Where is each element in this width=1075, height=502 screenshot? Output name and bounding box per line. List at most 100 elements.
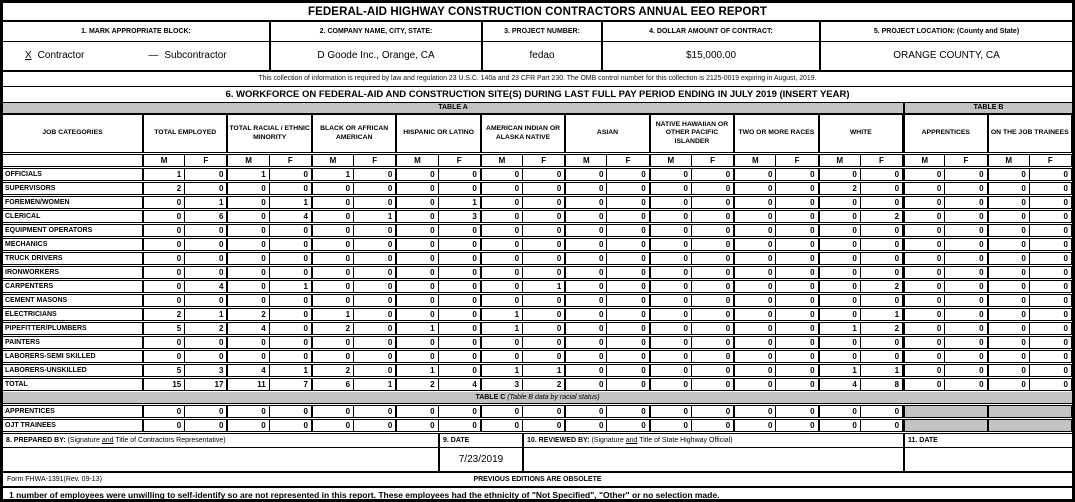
employee-count-cell: 0 <box>227 350 270 363</box>
employee-count-cell: 0 <box>227 196 270 209</box>
employee-count-cell: 0 <box>987 280 1030 293</box>
employee-count-cell: 0 <box>227 252 270 265</box>
employee-count-cell: 0 <box>143 405 186 418</box>
employee-count-cell: 0 <box>945 182 988 195</box>
employee-count-cell: 0 <box>396 350 439 363</box>
employee-count-cell: 0 <box>691 224 735 237</box>
employee-count-cell: 0 <box>438 405 481 418</box>
signature-value-row: 7/23/2019 <box>3 448 1072 473</box>
mf-header-cell: F <box>354 154 397 167</box>
employee-count-cell: 0 <box>987 350 1030 363</box>
employee-count-cell: 3 <box>480 378 524 391</box>
employee-count-cell: 1 <box>227 168 270 181</box>
employee-count-cell: 0 <box>311 350 355 363</box>
table-c-row: APPRENTICES 0 0 0 0 0 0 0 0 0 0 0 0 0 0 0 0 0 0 <box>3 405 1072 418</box>
employee-count-cell: 0 <box>734 308 777 321</box>
employee-count-cell: 0 <box>734 238 777 251</box>
column-group-header: TWO OR MORE RACES <box>734 114 819 153</box>
employee-count-cell: 0 <box>649 224 692 237</box>
employee-count-cell: 0 <box>565 196 608 209</box>
employee-count-cell: 0 <box>903 182 946 195</box>
mf-header-cell: M <box>649 154 692 167</box>
employee-count-cell: 1 <box>269 280 312 293</box>
mf-header-cell: M <box>987 154 1030 167</box>
employee-count-cell: 0 <box>945 364 988 377</box>
employee-count-cell: 0 <box>354 350 397 363</box>
job-category-label: IRONWORKERS <box>3 266 143 279</box>
employee-count-cell: 0 <box>269 266 312 279</box>
table-c-sublabel: (Table B data by racial status) <box>505 394 600 401</box>
employee-count-cell: 0 <box>1029 294 1072 307</box>
employee-count-cell: 0 <box>691 336 735 349</box>
table-row: MECHANICS 0 0 0 0 0 0 0 0 0 0 0 0 0 0 0 0 0 0 0 0 0 0 <box>3 238 1072 251</box>
employee-count-cell: 0 <box>396 210 439 223</box>
employee-count-cell: 0 <box>438 364 481 377</box>
job-categories-header: JOB CATEGORIES <box>3 114 143 153</box>
employee-count-cell: 0 <box>607 419 650 432</box>
employee-count-cell: 0 <box>734 168 777 181</box>
job-category-label: TOTAL <box>3 378 143 391</box>
employee-count-cell: 0 <box>438 350 481 363</box>
column-group-header: ON THE JOB TRAINEES <box>987 114 1072 153</box>
employee-count-cell: 0 <box>903 294 946 307</box>
employee-count-cell: 0 <box>227 336 270 349</box>
employee-count-cell: 0 <box>734 294 777 307</box>
employee-count-cell: 0 <box>565 168 608 181</box>
employee-count-cell: 0 <box>354 266 397 279</box>
employee-count-cell: 0 <box>649 280 692 293</box>
employee-count-cell: 4 <box>438 378 481 391</box>
field2-label: 2. COMPANY NAME, CITY, STATE: <box>271 22 483 41</box>
employee-count-cell: 0 <box>649 196 692 209</box>
employee-count-cell: 0 <box>311 336 355 349</box>
employee-count-cell: 0 <box>1029 238 1072 251</box>
employee-count-cell: 0 <box>143 294 186 307</box>
employee-count-cell: 1 <box>396 322 439 335</box>
employee-count-cell: 8 <box>860 378 904 391</box>
employee-count-cell: 0 <box>438 252 481 265</box>
employee-count-cell: 0 <box>565 364 608 377</box>
header-label-row: 1. MARK APPROPRIATE BLOCK: 2. COMPANY NA… <box>3 22 1072 42</box>
employee-count-cell: 0 <box>1029 378 1072 391</box>
prepared-by-signature-field <box>3 448 440 471</box>
employee-count-cell: 0 <box>607 350 650 363</box>
employee-count-cell: 0 <box>354 419 397 432</box>
employee-count-cell: 0 <box>227 224 270 237</box>
employee-count-cell: 0 <box>691 308 735 321</box>
employee-count-cell: 0 <box>227 419 270 432</box>
employee-count-cell: 0 <box>818 238 861 251</box>
subcontractor-checkbox-mark: — <box>148 50 159 61</box>
employee-count-cell: 0 <box>565 336 608 349</box>
employee-count-cell: 0 <box>776 266 819 279</box>
employee-count-cell: 0 <box>987 266 1030 279</box>
column-group-header: WHITE <box>818 114 904 153</box>
column-group-header: NATIVE HAWAIIAN OR OTHER PACIFIC ISLANDE… <box>649 114 735 153</box>
employee-count-cell: 0 <box>649 364 692 377</box>
employee-count-cell: 0 <box>143 196 186 209</box>
shaded-cell <box>987 405 1072 418</box>
employee-count-cell: 0 <box>860 336 904 349</box>
employee-count-cell: 0 <box>523 224 566 237</box>
employee-count-cell: 0 <box>354 168 397 181</box>
employee-count-cell: 0 <box>438 238 481 251</box>
employee-count-cell: 0 <box>480 266 524 279</box>
shaded-cell <box>987 419 1072 432</box>
employee-count-cell: 0 <box>311 266 355 279</box>
table-c-data-rows: APPRENTICES 0 0 0 0 0 0 0 0 0 0 0 0 0 0 0 0 0 0 OJT TRAINEE… <box>3 405 1072 433</box>
employee-count-cell: 0 <box>185 266 228 279</box>
employee-count-cell: 0 <box>565 322 608 335</box>
table-row: LABORERS-SEMI SKILLED 0 0 0 0 0 0 0 0 0 0 0 0 0 0 0 0 0 0 0… <box>3 350 1072 363</box>
employee-count-cell: 0 <box>523 419 566 432</box>
employee-count-cell: 0 <box>396 252 439 265</box>
employee-count-cell: 0 <box>945 252 988 265</box>
reviewed-by-label: 10. REVIEWED BY: (Signature and Title of… <box>524 434 905 447</box>
shaded-cell <box>903 419 988 432</box>
employee-count-cell: 0 <box>649 238 692 251</box>
employee-count-cell: 0 <box>776 252 819 265</box>
employee-count-cell: 0 <box>565 419 608 432</box>
employee-count-cell: 0 <box>607 294 650 307</box>
header-value-row: X Contractor — Subcontractor D Goode Inc… <box>3 42 1072 72</box>
employee-count-cell: 0 <box>649 294 692 307</box>
employee-count-cell: 0 <box>438 224 481 237</box>
employee-count-cell: 0 <box>987 224 1030 237</box>
table-a-data-rows: OFFICIALS 1 0 1 0 1 0 0 0 0 0 0 0 0 0 0 0 0 0 0 0 0 0 SUPERVISO… <box>3 168 1072 392</box>
